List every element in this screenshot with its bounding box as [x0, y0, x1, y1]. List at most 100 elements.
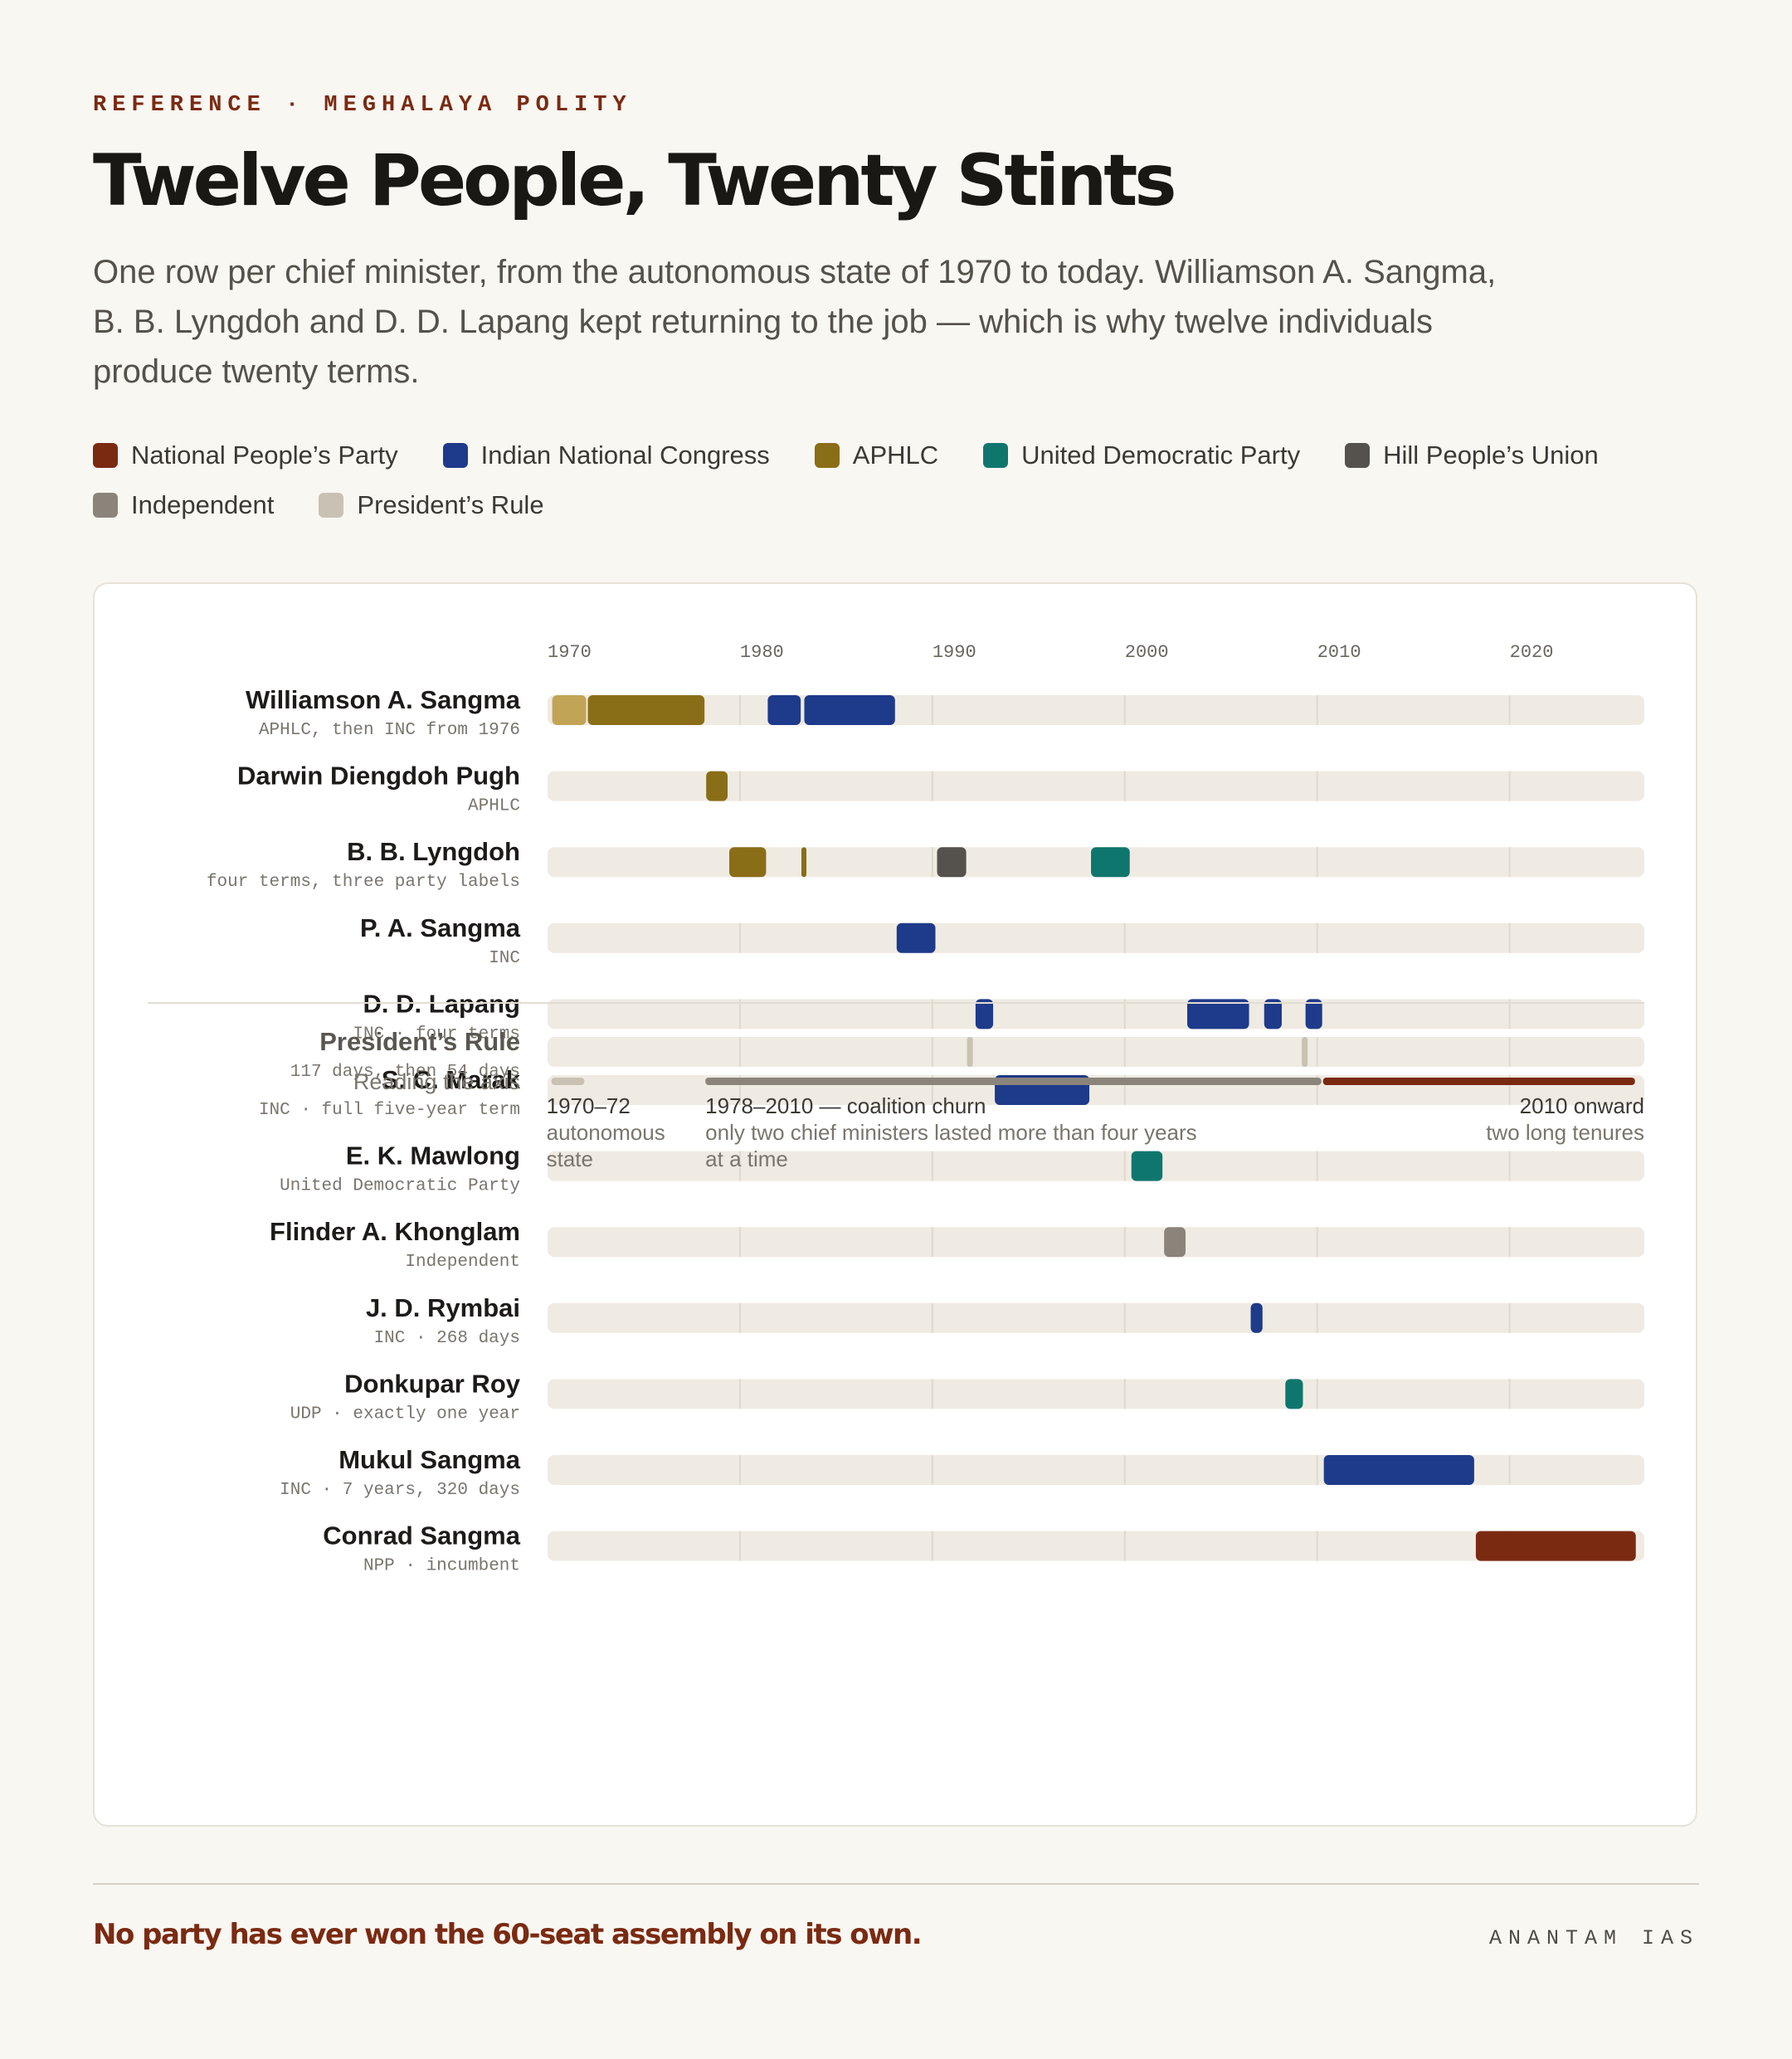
- axis-reading-label: Reading the axis: [353, 1069, 520, 1094]
- term-bar: [1285, 1379, 1303, 1409]
- legend-label: National People’s Party: [131, 441, 398, 470]
- legend: National People’s Party Indian National C…: [93, 441, 1699, 519]
- term-bar: [767, 695, 801, 725]
- row-note: four terms, three party labels: [207, 873, 520, 892]
- row-note: United Democratic Party: [280, 1177, 520, 1196]
- legend-item: Independent: [93, 490, 274, 519]
- legend-item: APHLC: [814, 441, 939, 470]
- term-bar: [1250, 1302, 1263, 1333]
- row-name: Darwin Diengdoh Pugh: [237, 762, 520, 791]
- x-tick-label: 2020: [1510, 642, 1554, 663]
- term-bar: [801, 847, 806, 878]
- row-note: INC · 268 days: [374, 1329, 520, 1348]
- row-name: S. C. Marak: [382, 1065, 521, 1094]
- term-bar: [1305, 999, 1322, 1030]
- era-title: 2010 onward: [1520, 1093, 1644, 1118]
- eyebrow: REFERENCE · MEGHALAYA POLITY: [93, 93, 632, 118]
- row-name: Donkupar Roy: [344, 1369, 521, 1398]
- row-name: Mukul Sangma: [338, 1445, 521, 1474]
- legend-label: President’s Rule: [357, 490, 544, 519]
- row-name: President’s Rule: [319, 1027, 520, 1056]
- legend-item: President’s Rule: [319, 490, 544, 519]
- row-track: [548, 1037, 1644, 1067]
- x-tick-label: 1990: [933, 642, 976, 663]
- legend-item: National People’s Party: [93, 441, 398, 470]
- presidents-rule-bar: [1302, 1037, 1308, 1067]
- legend-swatch: [319, 493, 344, 518]
- era-bar: [705, 1078, 1322, 1085]
- row-track: [548, 1151, 1644, 1181]
- x-tick-label: 2010: [1317, 642, 1361, 663]
- term-bar: [1091, 847, 1130, 878]
- era-description: at a time: [705, 1146, 788, 1171]
- brand-mark: ANANTAM IAS: [1488, 1926, 1699, 1950]
- timeline-chart: 1970 1980 1990 2000 2010 2020 Williamson A. Sa…: [148, 642, 1644, 1576]
- chart-card: 1970 1980 1990 2000 2010 2020 Williamson A. Sa…: [93, 582, 1697, 1827]
- row-name: Flinder A. Khonglam: [270, 1217, 520, 1246]
- row-track: [548, 1379, 1644, 1409]
- legend-swatch: [1345, 443, 1371, 468]
- era-title: 1970–72: [547, 1093, 631, 1118]
- x-tick-label: 2000: [1125, 642, 1169, 663]
- legend-item: United Democratic Party: [983, 441, 1300, 470]
- row-note: INC: [489, 949, 520, 968]
- legend-swatch: [814, 443, 840, 468]
- x-tick-label: 1980: [740, 642, 784, 663]
- legend-label: Indian National Congress: [480, 441, 770, 470]
- legend-swatch: [93, 443, 118, 468]
- era-description: autonomous: [547, 1120, 665, 1145]
- term-bar: [1187, 999, 1249, 1030]
- term-bar: [729, 847, 767, 878]
- row-note: NPP · incumbent: [363, 1557, 520, 1576]
- legend-swatch: [983, 443, 1009, 468]
- row-track: [548, 999, 1644, 1030]
- legend-swatch: [442, 443, 468, 468]
- row-track: [548, 771, 1644, 801]
- row-name: B. B. Lyngdoh: [347, 837, 520, 866]
- legend-item: Hill People’s Union: [1345, 441, 1599, 470]
- term-bar: [1164, 1227, 1186, 1258]
- legend-swatch: [93, 493, 118, 518]
- row-track: [548, 695, 1644, 725]
- row-note: APHLC: [468, 797, 520, 816]
- presidents-rule-bar: [967, 1037, 973, 1067]
- term-bar: [1323, 1455, 1474, 1485]
- era-bar: [551, 1078, 585, 1085]
- era-description: only two chief ministers lasted more tha…: [705, 1120, 1196, 1145]
- era-description: state: [547, 1146, 593, 1171]
- era-bar: [1322, 1078, 1635, 1085]
- row-note: INC · four terms: [353, 1025, 520, 1044]
- legend-label: APHLC: [852, 441, 939, 470]
- term-bar: [804, 695, 895, 725]
- row-track: [548, 1302, 1644, 1333]
- footer-note: No party has ever won the 60-seat assemb…: [93, 1918, 923, 1951]
- page-title: Twelve People, Twenty Stints: [93, 139, 1177, 222]
- legend-item: Indian National Congress: [442, 441, 770, 470]
- row-name: J. D. Rymbai: [366, 1293, 520, 1322]
- term-bar: [937, 847, 967, 878]
- term-bar: [552, 695, 587, 725]
- row-track: [548, 1227, 1644, 1258]
- row-note: Independent: [405, 1253, 520, 1272]
- row-name: E. K. Mawlong: [346, 1141, 520, 1171]
- row-name: Williamson A. Sangma: [246, 685, 521, 714]
- term-bar: [1264, 999, 1282, 1030]
- era-description: two long tenures: [1486, 1120, 1644, 1145]
- row-track: [548, 1531, 1644, 1561]
- row-name: Conrad Sangma: [323, 1521, 520, 1550]
- term-bar: [896, 922, 936, 953]
- term-bar: [975, 999, 994, 1030]
- legend-label: United Democratic Party: [1021, 441, 1301, 470]
- row-note: APHLC, then INC from 1976: [259, 721, 520, 740]
- row-note: INC · full five-year term: [259, 1101, 520, 1120]
- footer-rule: [93, 1883, 1699, 1885]
- row-note: UDP · exactly one year: [290, 1404, 520, 1424]
- row-track: [548, 922, 1644, 953]
- page-subtitle: One row per chief minister, from the aut…: [93, 254, 1497, 390]
- row-name: P. A. Sangma: [360, 913, 521, 942]
- x-tick-label: 1970: [548, 642, 592, 663]
- era-title: 1978–2010 — coalition churn: [705, 1093, 986, 1118]
- term-bar: [1131, 1151, 1163, 1181]
- row-note: 117 days, then 54 days: [290, 1063, 520, 1082]
- row-track: [548, 1455, 1644, 1485]
